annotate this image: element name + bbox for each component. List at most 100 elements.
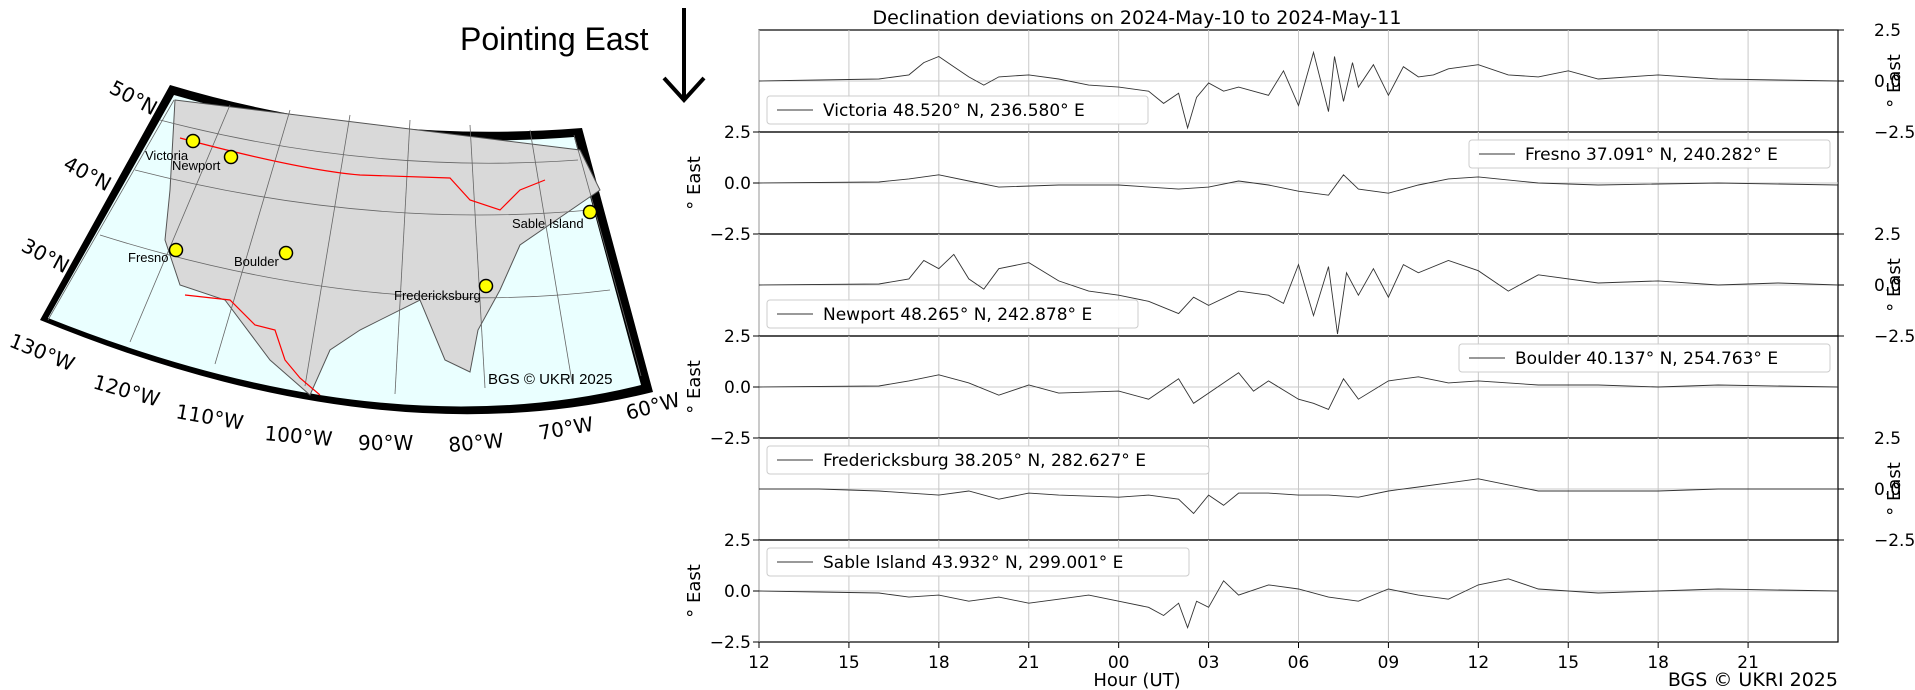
meridian-line [529, 129, 573, 383]
x-tick-label: 18 [928, 653, 950, 673]
legend: Boulder 40.137° N, 254.763° E [1458, 343, 1831, 373]
series-line [758, 578, 1839, 630]
lon-label: 110°W [174, 399, 245, 434]
legend-label: Fredericksburg 38.205° N, 282.627° E [823, 451, 1146, 471]
y-tick-label: 0.0 [1874, 480, 1901, 500]
chart-title: Declination deviations on 2024-May-10 to… [873, 7, 1402, 29]
y-tick-label: 0.0 [724, 582, 751, 602]
meridian-line [214, 109, 291, 365]
legend-box [766, 95, 1149, 125]
station-label: Victoria [145, 148, 189, 163]
series-panel: 2.5 0.0 −2.5° East Fresno 37.091° N, 240.28… [684, 123, 1839, 245]
legend-label: Sable Island 43.932° N, 299.001° E [823, 553, 1123, 573]
y-tick-label: 2.5 [1874, 21, 1901, 41]
y-axis-label: ° East [1884, 462, 1905, 516]
legend-box [766, 547, 1190, 577]
meridian-line [394, 119, 411, 395]
series-panel: 2.5 0.0 −2.5° East Sable Island 43.932° N, … [684, 531, 1839, 653]
y-tick-label: −2.5 [1874, 123, 1915, 143]
legend-box [766, 299, 1139, 329]
y-tick-label: 2.5 [1874, 225, 1901, 245]
y-axis-label: ° East [684, 564, 705, 618]
station-marker [478, 278, 494, 294]
legend: Victoria 48.520° N, 236.580° E [766, 95, 1149, 125]
chart-panel: Declination deviations on 2024-May-10 to… [684, 7, 1915, 690]
map-land [164, 99, 601, 396]
y-tick-label: 0.0 [1874, 276, 1901, 296]
y-axis-label: ° East [684, 156, 705, 210]
y-tick-label: −2.5 [710, 633, 751, 653]
lon-label: 130°W [6, 328, 78, 376]
legend-box [766, 445, 1210, 475]
series-panel: 2.5 0.0 −2.5° East Boulder 40.137° N, 254.7… [684, 327, 1839, 449]
x-tick-label: 06 [1288, 653, 1310, 673]
meridian-line [47, 99, 175, 321]
us-canada-border [179, 137, 546, 211]
station-marker [168, 242, 184, 258]
series-line [759, 478, 1838, 515]
station-label: Boulder [234, 254, 279, 269]
y-axis-label: ° East [684, 360, 705, 414]
x-tick-label: 03 [1198, 653, 1220, 673]
meridian-line [304, 114, 351, 387]
x-tick-label: 21 [1018, 653, 1040, 673]
map-copyright: BGS © UKRI 2025 [488, 371, 612, 388]
lon-label: 120°W [91, 370, 163, 412]
us-mexico-border [184, 294, 321, 396]
y-tick-label: 0.0 [724, 378, 751, 398]
x-tick-label: 21 [1737, 653, 1759, 673]
legend-box [1458, 343, 1831, 373]
legend-label: Newport 48.265° N, 242.878° E [823, 305, 1092, 325]
series-panel: 2.5 0.0 −2.5 ° East Newport 48.265° N, 242.8… [758, 225, 1915, 347]
x-tick-label: 15 [838, 653, 860, 673]
lat-label: 50°N [106, 75, 162, 120]
station-marker [185, 133, 201, 149]
legend-label: Victoria 48.520° N, 236.580° E [823, 101, 1085, 121]
station-marker [278, 245, 294, 261]
lon-label: 80°W [447, 428, 504, 457]
y-axis-label: ° East [1884, 54, 1905, 108]
lon-label: 90°W [358, 431, 413, 455]
parallel-line [134, 169, 591, 216]
x-tick-label: 12 [748, 653, 770, 673]
chart-credit: BGS © UKRI 2025 [1668, 669, 1838, 690]
x-tick-label: 12 [1468, 653, 1490, 673]
x-tick-label: 00 [1108, 653, 1130, 673]
station-label: Sable Island [512, 216, 584, 231]
legend-label: Boulder 40.137° N, 254.763° E [1515, 349, 1778, 369]
y-tick-label: 2.5 [724, 531, 751, 551]
y-tick-label: 2.5 [724, 123, 751, 143]
lat-label: 30°N [18, 233, 74, 278]
meridian-line [129, 104, 231, 343]
y-tick-label: −2.5 [1874, 531, 1915, 551]
series-line [758, 174, 1839, 196]
y-tick-label: −2.5 [710, 429, 751, 449]
x-tick-label: 15 [1557, 653, 1579, 673]
x-tick-label: 18 [1647, 653, 1669, 673]
legend: Newport 48.265° N, 242.878° E [766, 299, 1139, 329]
lat-label: 40°N [60, 151, 116, 196]
parallel-line [159, 119, 579, 164]
y-axis-label: ° East [1884, 258, 1905, 312]
arrow-label: Pointing East [460, 21, 649, 57]
pointing-east-arrow [662, 8, 706, 103]
lon-label: 70°W [537, 412, 596, 445]
y-tick-label: −2.5 [1874, 327, 1915, 347]
station-label: Fredericksburg [394, 288, 481, 303]
legend-label: Fresno 37.091° N, 240.282° E [1525, 145, 1778, 165]
station-marker [582, 204, 598, 220]
meridian-line [573, 134, 642, 377]
series-line [758, 372, 1839, 410]
x-tick-label: 09 [1378, 653, 1400, 673]
station-label: Newport [172, 158, 221, 173]
x-axis-label: Hour (UT) [1093, 670, 1180, 690]
legend-box [1468, 139, 1831, 169]
series-line [758, 50, 1839, 130]
y-tick-label: 2.5 [1874, 429, 1901, 449]
legend: Fresno 37.091° N, 240.282° E [1468, 139, 1831, 169]
station-label: Fresno [128, 250, 168, 265]
series-panel: 2.5 0.0 −2.5 ° East Victoria 48.520° N, 236.… [758, 21, 1915, 143]
